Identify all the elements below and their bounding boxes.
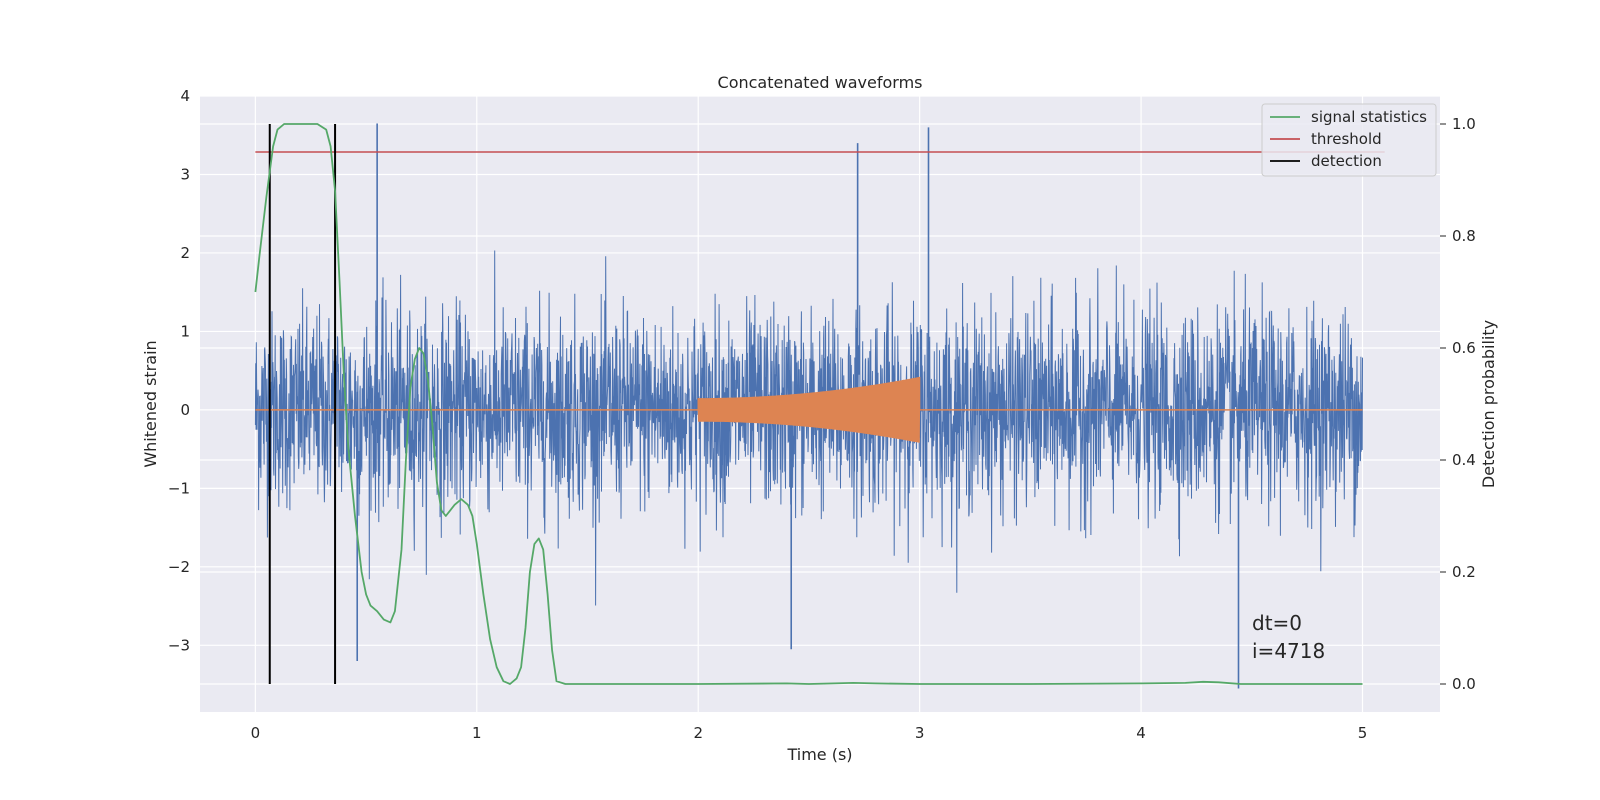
x-tick-label: 2	[693, 724, 703, 742]
legend-box	[1261, 103, 1437, 177]
data-layer	[254, 123, 1385, 689]
svg-text:signal statistics: signal statistics	[1311, 108, 1427, 126]
svg-text:i=4718: i=4718	[1252, 639, 1325, 663]
legend-entry-detection: detection	[1270, 152, 1382, 170]
y-axis-label: Whitened strain	[141, 340, 160, 467]
y-right-tick-label: 0.8	[1452, 227, 1476, 245]
y-tick-label: 3	[180, 165, 190, 183]
x-tick-label: 4	[1136, 724, 1146, 742]
whitened-noise-line	[254, 250, 1363, 606]
annotation-dt: dt=0	[1252, 611, 1302, 635]
annotation-index: i=4718	[1252, 639, 1325, 663]
y-tick-label: 1	[180, 322, 190, 340]
legend-entry-signal-statistics: signal statistics	[1270, 108, 1427, 126]
axes-layer: 0 1 2 3 4 5 −3 −2 −1 0 1 2 3 4 0.0 0.2 0.4 0.6 0.8 1.0	[168, 87, 1476, 742]
y-tick-label: −2	[168, 558, 190, 576]
x-tick-label: 3	[915, 724, 925, 742]
svg-text:detection: detection	[1311, 152, 1382, 170]
legend: signal statistics threshold detection	[1261, 103, 1437, 177]
x-tick-label: 5	[1358, 724, 1368, 742]
chart-title: Concatenated waveforms	[718, 73, 923, 92]
y-tick-label: 2	[180, 244, 190, 262]
y-axis-right-label: Detection probability	[1479, 320, 1498, 488]
y-right-tick-label: 0.4	[1452, 451, 1476, 469]
y-right-tick-label: 0.2	[1452, 563, 1476, 581]
signal-statistics-line	[254, 123, 1363, 685]
y-tick-label: −1	[168, 479, 190, 497]
x-tick-label: 0	[251, 724, 261, 742]
svg-text:dt=0: dt=0	[1252, 611, 1302, 635]
y-right-tick-label: 1.0	[1452, 115, 1476, 133]
x-axis-label: Time (s)	[786, 745, 852, 764]
y-tick-label: 4	[180, 87, 190, 105]
x-tick-label: 1	[472, 724, 482, 742]
y-right-tick-label: 0.6	[1452, 339, 1476, 357]
legend-entry-threshold: threshold	[1270, 130, 1382, 148]
injected-signal-line	[255, 376, 1363, 443]
svg-text:threshold: threshold	[1311, 130, 1382, 148]
y-right-tick-label: 0.0	[1452, 675, 1476, 693]
y-tick-label: 0	[180, 401, 190, 419]
y-tick-label: −3	[168, 636, 190, 654]
